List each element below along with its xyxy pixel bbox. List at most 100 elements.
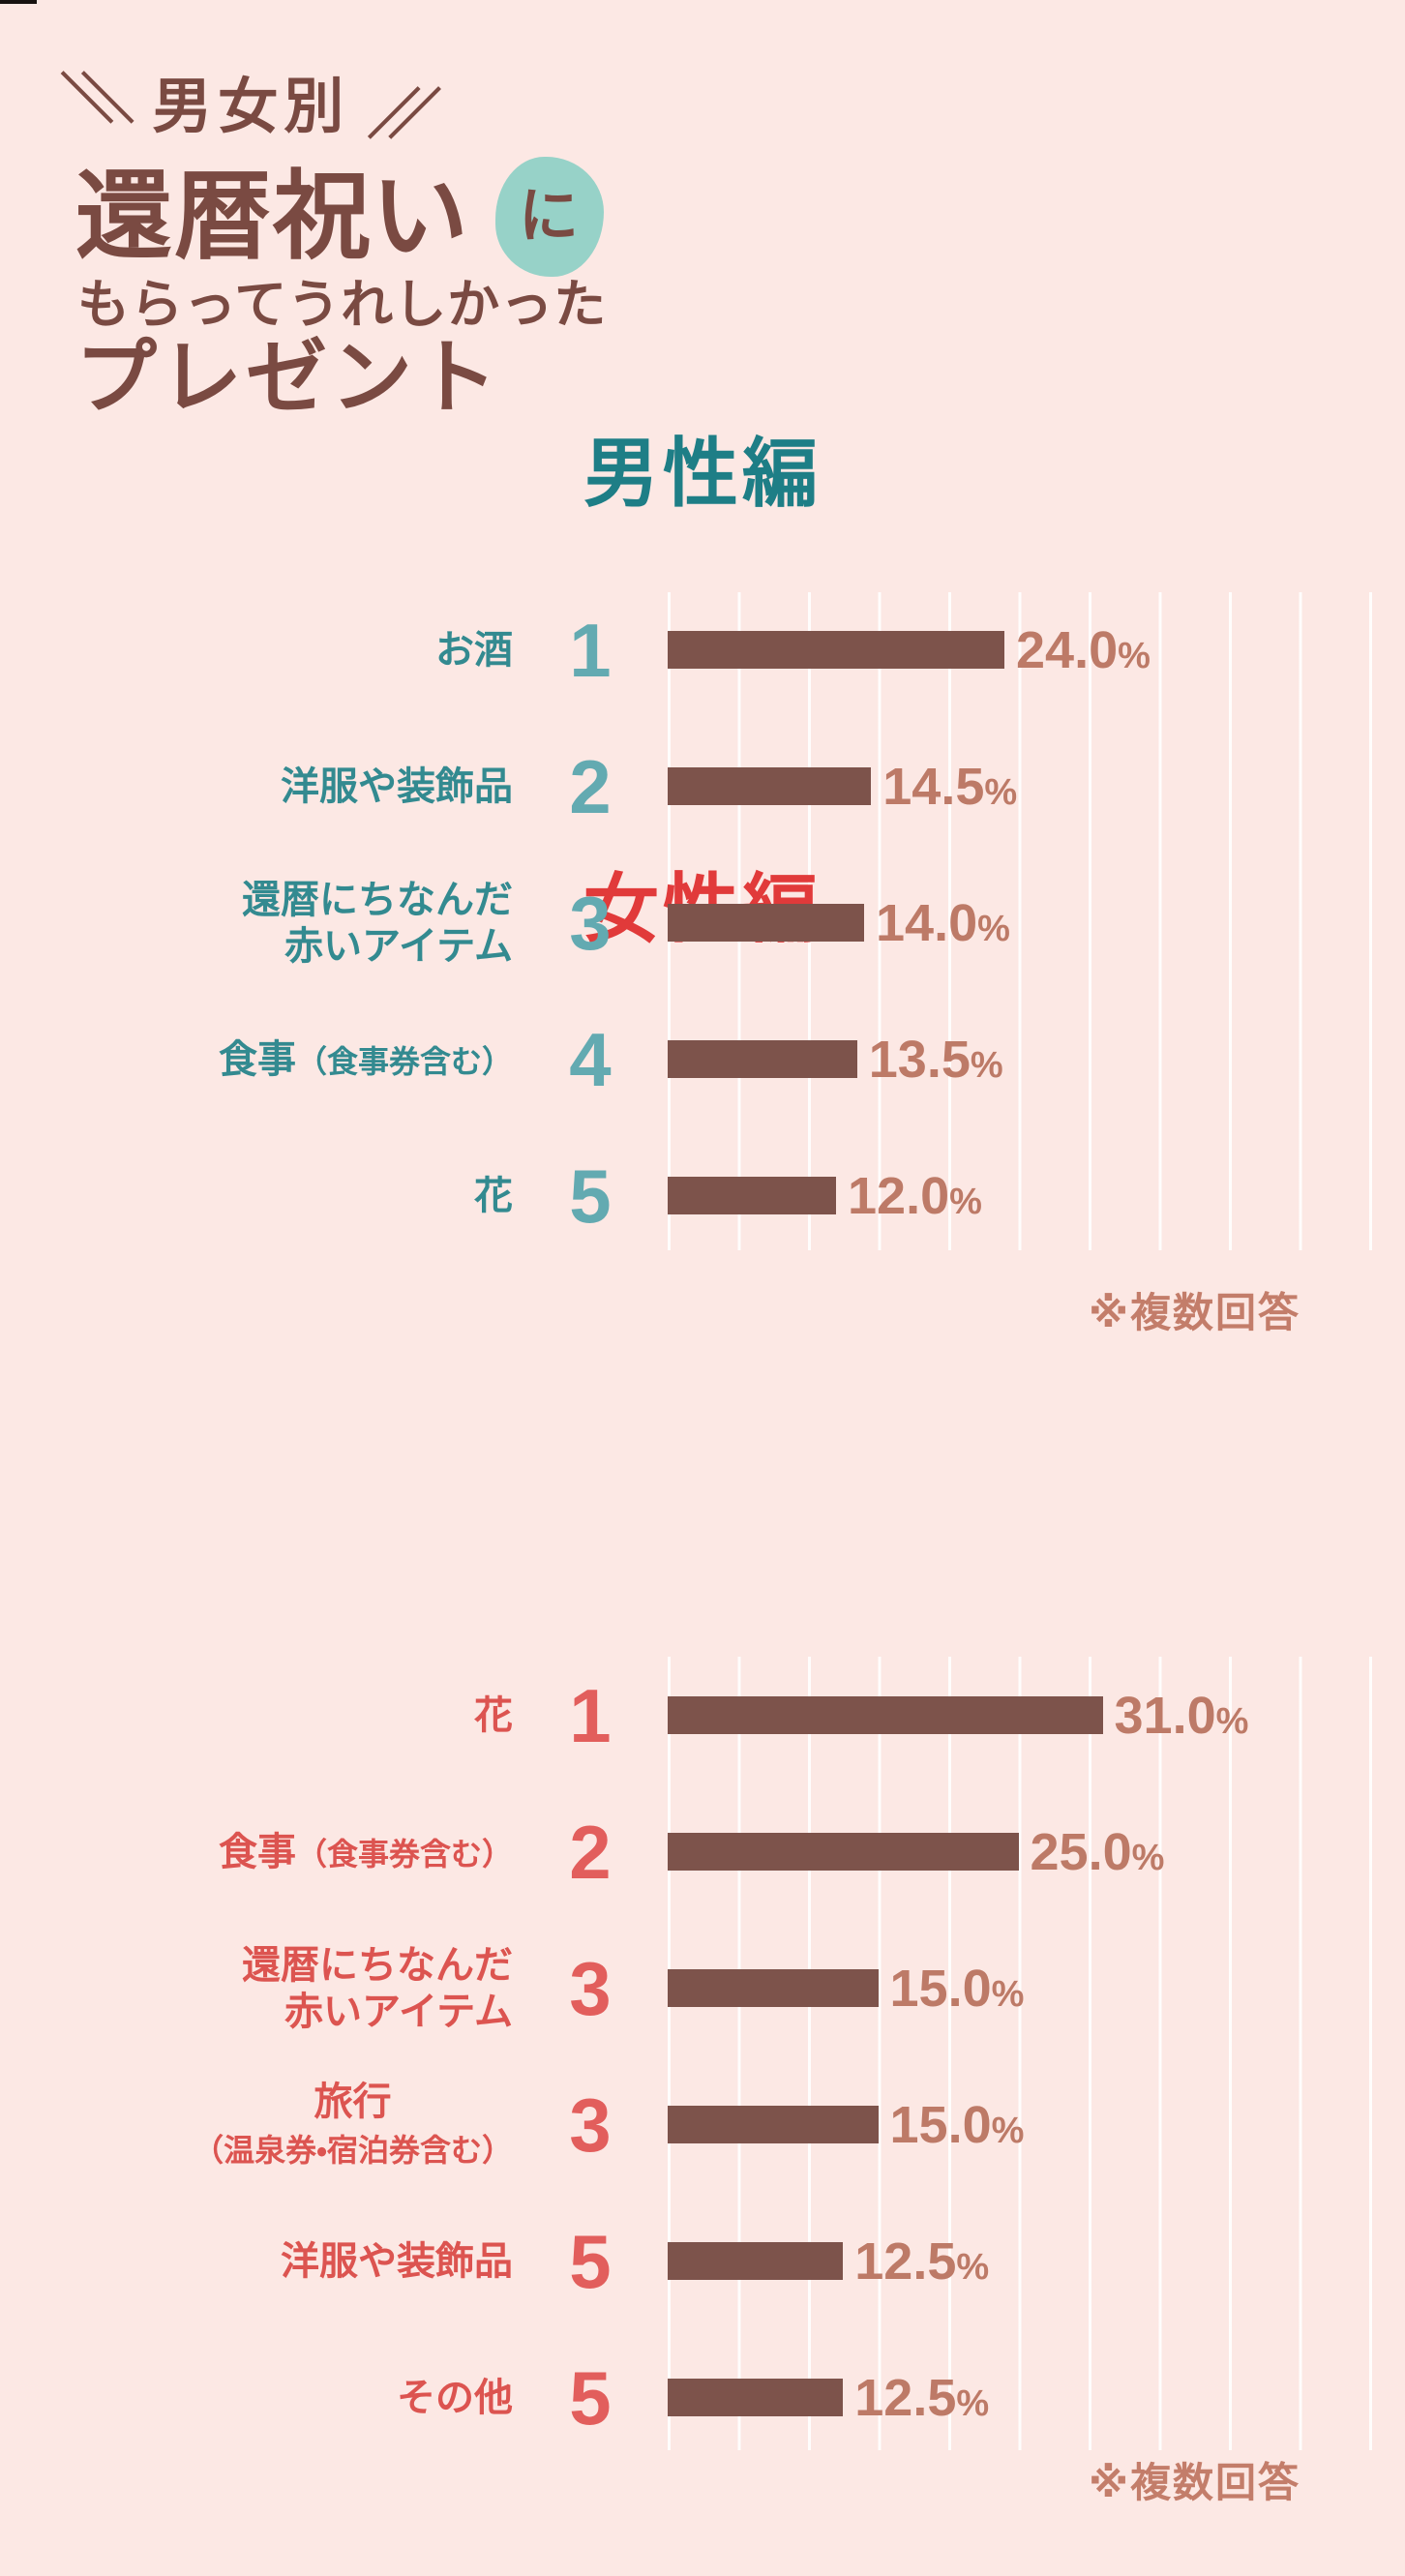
rank-number: 5	[569, 1153, 612, 1239]
chart-row: 花 1 31.0%	[0, 1647, 1405, 1783]
category-label-line: 花	[474, 1173, 513, 1219]
value-bar	[668, 2379, 844, 2416]
category-label-text: 食事（食事券含む）	[219, 1036, 513, 1083]
category-label: お酒	[0, 627, 513, 674]
value-label: 15.0%	[890, 2099, 1025, 2151]
category-label: 旅行 （温泉券・宿泊券含む）	[0, 2079, 513, 2172]
value-label: 31.0%	[1115, 1690, 1249, 1742]
value-label: 13.5%	[869, 1033, 1003, 1086]
bar-area: 12.0%	[668, 1127, 1405, 1264]
category-label-line: 還暦にちなんだ	[242, 1942, 513, 1989]
chart-row: 食事（食事券含む） 4 13.5%	[0, 991, 1405, 1127]
chart-row: 洋服や装飾品 2 14.5%	[0, 718, 1405, 854]
value-number: 14.5	[882, 757, 985, 816]
category-label-line: 赤いアイテム	[242, 1989, 513, 2035]
value-number: 25.0	[1030, 1822, 1132, 1881]
value-number: 31.0	[1114, 1686, 1216, 1745]
value-bar	[668, 904, 864, 942]
title-main-text: 還暦祝い	[75, 163, 470, 271]
value-number: 24.0	[1016, 620, 1119, 679]
category-label-line: 食事（食事券含む）	[219, 1829, 513, 1875]
chart-row: その他 5 12.5%	[0, 2329, 1405, 2466]
rows-women: 花 1 31.0% 食事（食事券含む） 2 25.0% 還暦にちなんだ 赤いアイテム 3 15.0…	[0, 1647, 1405, 2466]
chart-row: 還暦にちなんだ 赤いアイテム 3 15.0%	[0, 1920, 1405, 2056]
category-label-main: 洋服や装飾品	[281, 2239, 513, 2283]
footnote-men: ※複数回答	[1089, 1290, 1300, 1335]
percent-sign: %	[970, 1044, 1003, 1086]
rank-number: 3	[569, 2082, 612, 2168]
category-label-line: 洋服や装飾品	[281, 764, 513, 810]
value-number: 13.5	[868, 1030, 971, 1089]
percent-sign: %	[984, 771, 1018, 813]
value-bar	[668, 1040, 857, 1078]
category-label-text: 花	[474, 1692, 513, 1739]
category-label-main: その他	[397, 2376, 513, 2419]
title-line-3: プレゼント	[75, 332, 502, 423]
value-bar	[668, 1969, 879, 2007]
category-label: 還暦にちなんだ 赤いアイテム	[0, 877, 513, 970]
category-label-line: 食事（食事券含む）	[219, 1036, 513, 1083]
value-bar	[668, 767, 872, 805]
category-label-sub: （温泉券・宿泊券含む）	[193, 2132, 513, 2168]
tagline-text: 男女別	[152, 74, 350, 140]
bar-area: 14.0%	[668, 854, 1405, 991]
rank-number: 2	[569, 1809, 612, 1895]
rank-number: 1	[569, 607, 612, 693]
category-label: 還暦にちなんだ 赤いアイテム	[0, 1942, 513, 2035]
category-label: 花	[0, 1692, 513, 1739]
category-label-text: 花	[474, 1173, 513, 1219]
title-line-1: 還暦祝い に	[75, 157, 604, 277]
rank-number: 5	[569, 2354, 612, 2441]
category-label-main: 洋服や装飾品	[281, 764, 513, 808]
category-label: 食事（食事券含む）	[0, 1829, 513, 1875]
footnote-women: ※複数回答	[1089, 2460, 1300, 2505]
value-label: 12.0%	[848, 1170, 982, 1222]
title-line-2: もらってうれしかった	[77, 276, 608, 334]
value-bar	[668, 1696, 1103, 1734]
category-label-text: お酒	[435, 627, 513, 674]
chart-row: 花 5 12.0%	[0, 1127, 1405, 1264]
tagline: ＼＼ 男女別 ／／	[60, 73, 442, 142]
category-label-main: 食事	[218, 1037, 296, 1081]
bar-area: 15.0%	[668, 2056, 1405, 2193]
corner-mark	[0, 0, 37, 4]
rank-number: 1	[569, 1672, 612, 1758]
category-label-line: その他	[397, 2375, 513, 2421]
category-label-main: 花	[474, 1174, 513, 1217]
category-label-text: その他	[397, 2375, 513, 2421]
category-label: 花	[0, 1173, 513, 1219]
category-label-main: 還暦にちなんだ	[242, 1943, 513, 1987]
value-label: 15.0%	[890, 1962, 1025, 2015]
gridlines-women	[668, 1657, 1372, 2450]
category-label: その他	[0, 2375, 513, 2421]
bar-area: 14.5%	[668, 718, 1405, 854]
category-label-main: 食事	[218, 1830, 296, 1873]
bar-area: 25.0%	[668, 1783, 1405, 1920]
bar-area: 15.0%	[668, 1920, 1405, 2056]
value-bar	[668, 1833, 1019, 1871]
percent-sign: %	[949, 1181, 982, 1222]
category-label-line: 旅行	[193, 2079, 513, 2125]
value-bar	[668, 2242, 844, 2280]
percent-sign: %	[991, 2110, 1025, 2151]
bar-area: 24.0%	[668, 582, 1405, 718]
category-label: 食事（食事券含む）	[0, 1036, 513, 1083]
bar-area: 12.5%	[668, 2193, 1405, 2329]
value-number: 12.5	[854, 2232, 957, 2291]
category-label-sub: （食事券含む）	[295, 1043, 513, 1079]
percent-sign: %	[956, 2246, 990, 2288]
category-label-main: 花	[474, 1693, 513, 1737]
value-number: 15.0	[889, 2095, 992, 2154]
value-bar	[668, 631, 1004, 669]
category-label-line: 赤いアイテム	[242, 923, 513, 970]
rank-number: 4	[569, 1016, 612, 1102]
rank-number: 3	[569, 880, 612, 966]
value-label: 12.5%	[854, 2235, 989, 2288]
category-label-main: 還暦にちなんだ	[242, 878, 513, 921]
percent-sign: %	[956, 2382, 990, 2424]
percent-sign: %	[1215, 1700, 1249, 1742]
category-label-line: 洋服や装飾品	[281, 2238, 513, 2285]
category-label-main: 旅行	[314, 2080, 392, 2123]
category-label: 洋服や装飾品	[0, 764, 513, 810]
